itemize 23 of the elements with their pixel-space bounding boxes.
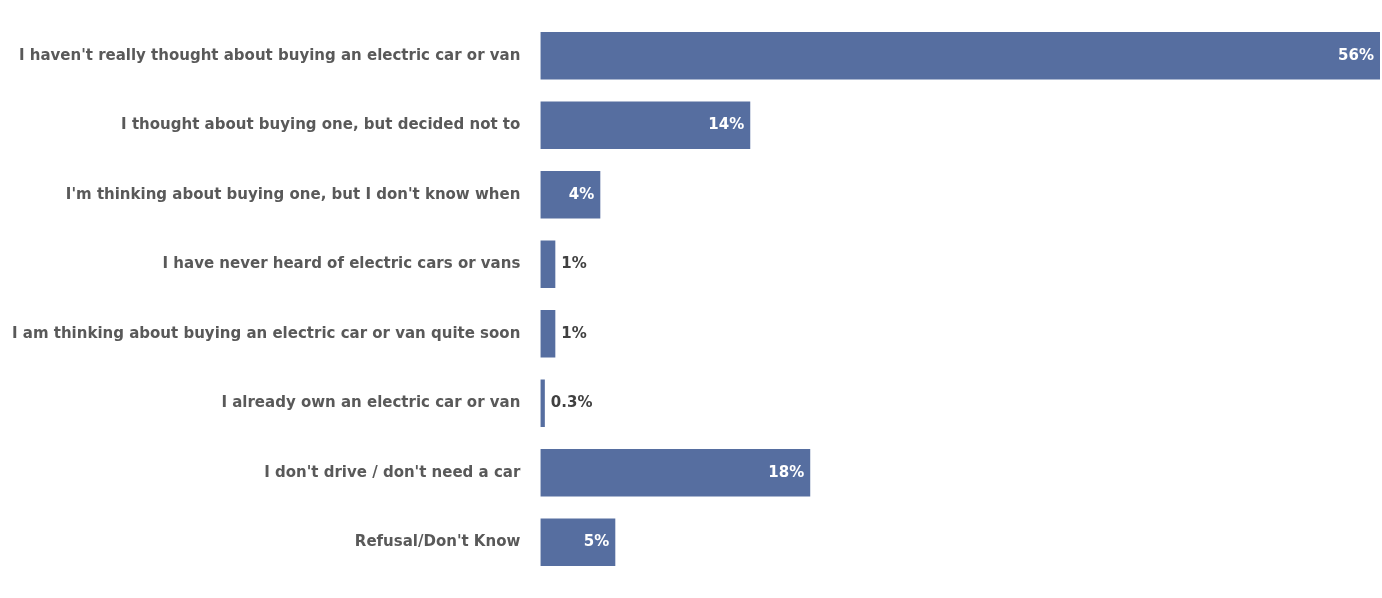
bar	[540, 449, 811, 497]
y-tick-label: I have never heard of electric cars or vans	[162, 254, 521, 273]
y-tick-label: I already own an electric car or van	[221, 393, 521, 412]
y-tick-label: I don't drive / don't need a car	[264, 462, 521, 481]
y-tick-label: I thought about buying one, but decided not to	[121, 115, 521, 134]
bar	[540, 32, 1380, 80]
data-label: 14%	[708, 115, 745, 134]
data-label: 1%	[561, 254, 587, 273]
data-label: 4%	[568, 184, 595, 203]
y-tick-label: I am thinking about buying an electric car or van quite soon	[11, 323, 521, 342]
y-tick-label: I haven't really thought about buying an electric car or van	[18, 45, 521, 64]
data-label: 56%	[1338, 45, 1374, 64]
data-label: 18%	[768, 462, 805, 481]
data-label: 1%	[561, 323, 587, 342]
data-label: 0.3%	[550, 393, 593, 412]
data-label: 5%	[583, 532, 610, 551]
y-tick-label: I'm thinking about buying one, but I don't know when	[65, 184, 521, 203]
bar	[540, 518, 616, 566]
bar	[540, 240, 556, 288]
bar	[540, 101, 751, 149]
bar	[540, 171, 601, 219]
bar	[540, 310, 556, 358]
y-tick-label: Refusal/Don't Know	[354, 532, 521, 551]
